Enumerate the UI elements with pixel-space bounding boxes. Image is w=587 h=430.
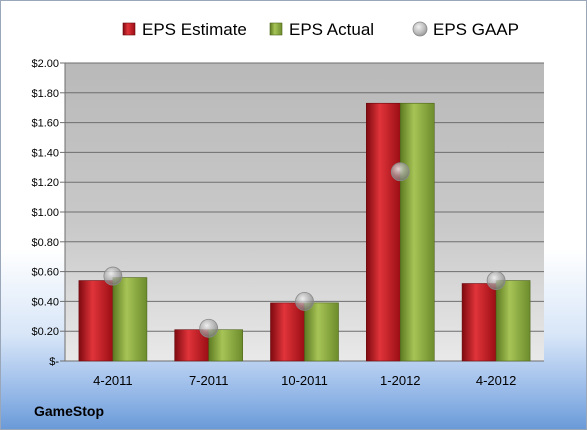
bar-eps-actual (495, 280, 531, 362)
y-tick-label: $0.40 (31, 296, 59, 308)
x-tick-label: 4-2012 (476, 373, 516, 388)
y-tick-label: $1.60 (31, 118, 59, 130)
x-tick-label: 1-2012 (380, 373, 420, 388)
bar-eps-actual (112, 277, 148, 362)
y-tick-label: $0.20 (31, 326, 59, 338)
marker-eps-gaap (486, 271, 506, 290)
bar-eps-actual (399, 102, 435, 362)
y-tick-label: $1.20 (31, 177, 59, 189)
legend-swatch-eps-estimate (122, 22, 136, 36)
bar-eps-estimate (365, 102, 401, 362)
legend-label: EPS Actual (289, 20, 374, 39)
bar-eps-estimate (270, 302, 305, 362)
x-tick-label: 10-2011 (281, 373, 328, 388)
y-tick-label: $0.60 (31, 267, 59, 279)
bar-eps-estimate (461, 283, 497, 362)
legend-swatch-eps-actual (269, 22, 283, 36)
legend-swatch-eps-gaap (412, 21, 428, 37)
y-tick-label: $0.80 (31, 237, 59, 249)
bar-eps-actual (304, 302, 339, 362)
y-tick-label: $2.00 (31, 58, 59, 70)
marker-eps-gaap (199, 318, 219, 338)
x-tick-label: 4-2011 (93, 373, 133, 388)
bar-eps-estimate (78, 280, 114, 362)
y-tick-label: $1.40 (31, 147, 59, 159)
x-tick-label: 7-2011 (189, 373, 229, 388)
marker-eps-gaap (295, 291, 314, 311)
legend-label: EPS GAAP (433, 20, 519, 39)
y-tick-label: $- (49, 356, 59, 368)
legend-label: EPS Estimate (142, 20, 247, 39)
marker-eps-gaap (390, 162, 410, 182)
y-tick-label: $1.00 (31, 207, 59, 219)
y-tick-label: $1.80 (31, 88, 59, 100)
marker-eps-gaap (103, 266, 123, 286)
company-label: GameStop (34, 403, 105, 419)
